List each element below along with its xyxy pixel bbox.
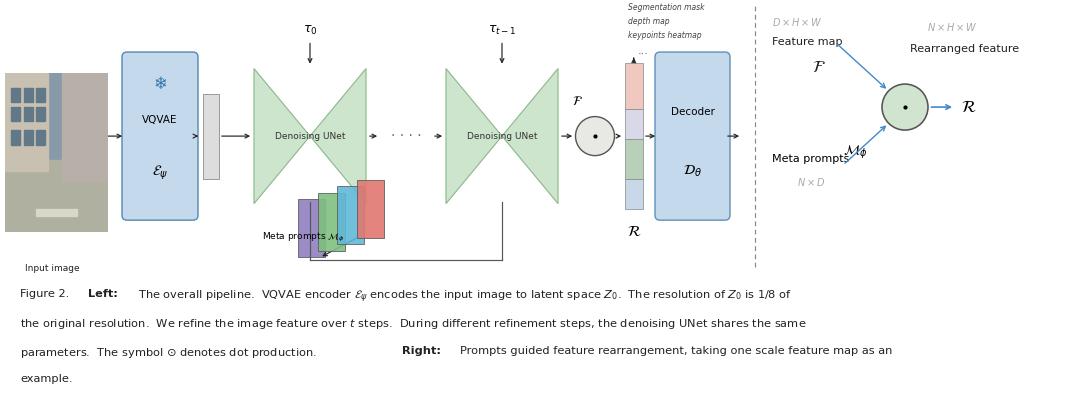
Text: $\tau_{t-1}$: $\tau_{t-1}$ <box>488 23 516 36</box>
Circle shape <box>576 116 615 156</box>
Text: Decoder: Decoder <box>671 107 715 117</box>
Text: $\mathcal{F}$: $\mathcal{F}$ <box>812 58 826 76</box>
Text: The overall pipeline.  VQVAE encoder $\mathcal{E}_\psi$ encodes the input image : The overall pipeline. VQVAE encoder $\ma… <box>138 289 792 305</box>
Text: · · · ·: · · · · <box>391 129 421 143</box>
Text: Prompts guided feature rearrangement, taking one scale feature map as an: Prompts guided feature rearrangement, ta… <box>460 346 892 356</box>
Text: keypoints heatmap: keypoints heatmap <box>627 30 702 40</box>
Bar <box>24 88 33 102</box>
Text: ❄: ❄ <box>153 75 167 93</box>
Bar <box>37 130 45 145</box>
Text: Denoising UNet: Denoising UNet <box>467 131 537 141</box>
Bar <box>24 107 33 121</box>
Text: $N \times D$: $N \times D$ <box>797 176 825 188</box>
Bar <box>5 160 108 232</box>
FancyBboxPatch shape <box>654 52 730 220</box>
Text: parameters.  The symbol $\odot$ denotes dot production.: parameters. The symbol $\odot$ denotes d… <box>21 346 322 360</box>
Text: Figure 2.: Figure 2. <box>21 289 69 299</box>
Bar <box>203 94 219 179</box>
Bar <box>625 139 643 179</box>
Text: $\mathcal{R}$: $\mathcal{R}$ <box>626 224 640 239</box>
Bar <box>625 179 643 209</box>
Text: Left:: Left: <box>87 289 118 299</box>
Bar <box>37 107 45 121</box>
Polygon shape <box>446 69 502 204</box>
Text: $\mathcal{M}_\phi$: $\mathcal{M}_\phi$ <box>842 143 867 161</box>
Text: Input image: Input image <box>25 264 79 273</box>
Text: Right:: Right: <box>402 346 441 356</box>
Text: $\mathcal{D}_\theta$: $\mathcal{D}_\theta$ <box>683 163 702 179</box>
Bar <box>11 107 19 121</box>
Text: $D \times H \times W$: $D \times H \times W$ <box>772 16 823 28</box>
Bar <box>298 199 325 257</box>
Bar <box>37 209 78 216</box>
Bar <box>318 192 345 251</box>
Polygon shape <box>502 69 558 204</box>
Text: $\tau_0$: $\tau_0$ <box>302 23 318 36</box>
Text: $\mathcal{F}$: $\mathcal{F}$ <box>571 95 582 108</box>
Bar <box>62 73 108 181</box>
Text: Meta prompts: Meta prompts <box>772 154 849 164</box>
Text: $N \times H \times W$: $N \times H \times W$ <box>927 21 977 33</box>
Bar <box>356 180 383 238</box>
Polygon shape <box>310 69 366 204</box>
Text: example.: example. <box>21 375 72 385</box>
Text: ...: ... <box>638 46 649 56</box>
Bar <box>37 88 45 102</box>
Bar <box>625 63 643 109</box>
Bar <box>337 186 364 244</box>
Text: Meta prompts $\mathcal{M}_\phi$: Meta prompts $\mathcal{M}_\phi$ <box>262 230 345 244</box>
Text: depth map: depth map <box>627 17 670 25</box>
Bar <box>5 73 108 160</box>
Text: Feature map: Feature map <box>772 37 842 47</box>
Text: VQVAE: VQVAE <box>143 115 178 125</box>
Text: Rearranged feature: Rearranged feature <box>910 44 1020 54</box>
Bar <box>625 109 643 139</box>
Bar <box>11 88 19 102</box>
Text: Denoising UNet: Denoising UNet <box>274 131 346 141</box>
Text: the original resolution.  We refine the image feature over $t$ steps.  During di: the original resolution. We refine the i… <box>21 317 807 331</box>
Circle shape <box>882 84 928 130</box>
Polygon shape <box>254 69 310 204</box>
Text: $\mathcal{R}$: $\mathcal{R}$ <box>961 98 976 116</box>
Text: Segmentation mask: Segmentation mask <box>627 2 704 11</box>
Text: $\mathcal{E}_\psi$: $\mathcal{E}_\psi$ <box>152 163 168 182</box>
Bar <box>24 130 33 145</box>
Bar <box>11 130 19 145</box>
FancyBboxPatch shape <box>122 52 198 220</box>
Bar <box>5 73 49 171</box>
